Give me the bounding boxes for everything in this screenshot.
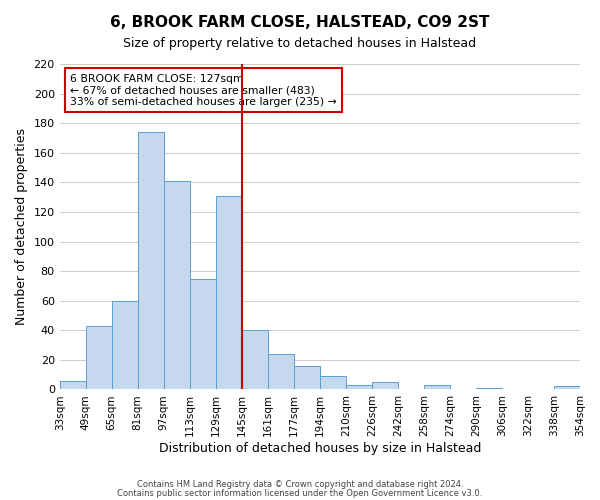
Bar (138, 132, 164, 390)
Bar (372, 382, 398, 390)
Bar (476, 388, 502, 390)
Text: 6, BROOK FARM CLOSE, HALSTEAD, CO9 2ST: 6, BROOK FARM CLOSE, HALSTEAD, CO9 2ST (110, 15, 490, 30)
Bar (86, 326, 112, 390)
Bar (268, 354, 294, 390)
X-axis label: Distribution of detached houses by size in Halstead: Distribution of detached houses by size … (158, 442, 481, 455)
Bar (216, 196, 242, 390)
Bar (294, 366, 320, 390)
Bar (59, 380, 86, 390)
Text: Size of property relative to detached houses in Halstead: Size of property relative to detached ho… (124, 38, 476, 51)
Text: Contains public sector information licensed under the Open Government Licence v3: Contains public sector information licen… (118, 488, 482, 498)
Bar (112, 300, 138, 390)
Y-axis label: Number of detached properties: Number of detached properties (15, 128, 28, 325)
Text: 6 BROOK FARM CLOSE: 127sqm
← 67% of detached houses are smaller (483)
33% of sem: 6 BROOK FARM CLOSE: 127sqm ← 67% of deta… (70, 74, 337, 107)
Bar (554, 386, 580, 390)
Bar (320, 376, 346, 390)
Bar (164, 181, 190, 390)
Text: Contains HM Land Registry data © Crown copyright and database right 2024.: Contains HM Land Registry data © Crown c… (137, 480, 463, 489)
Bar (346, 385, 372, 390)
Bar (424, 385, 450, 390)
Bar (190, 278, 216, 390)
Bar (242, 330, 268, 390)
